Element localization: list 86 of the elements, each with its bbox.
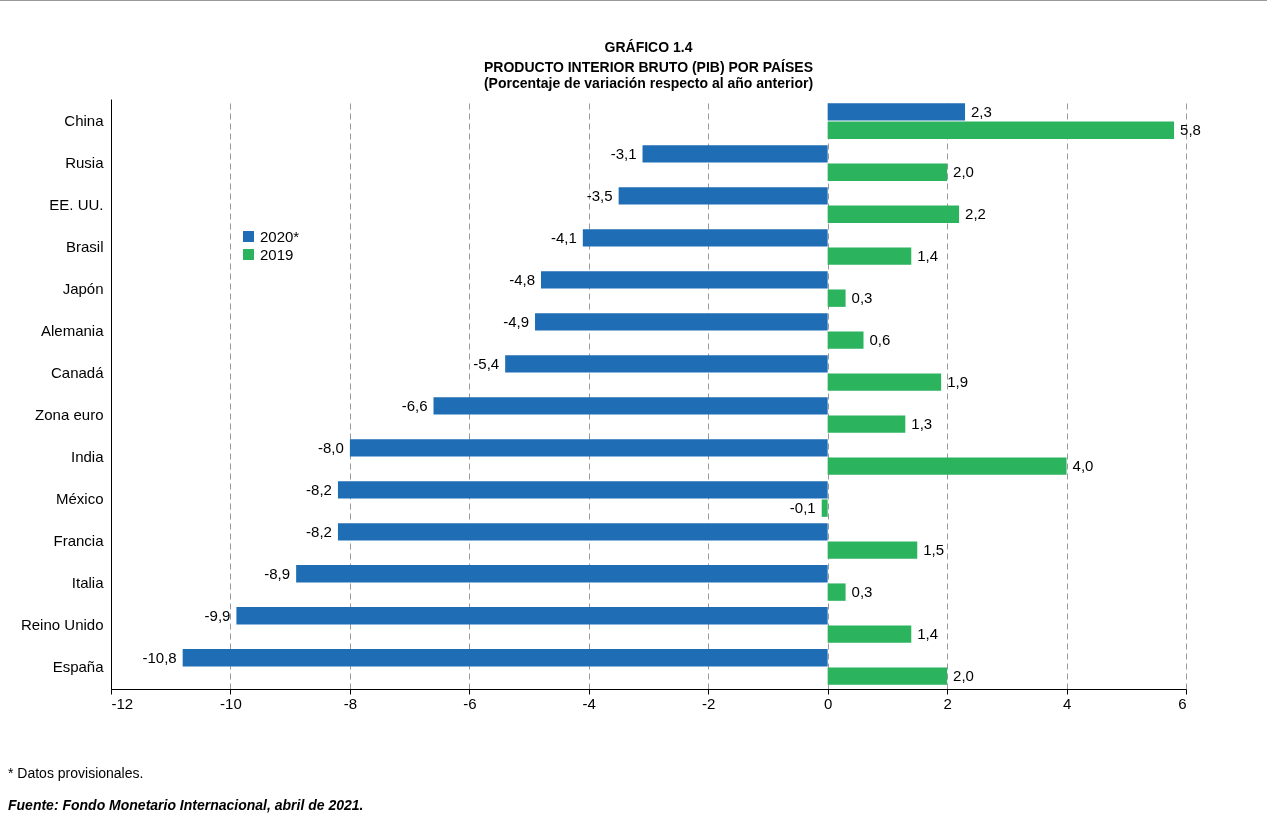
data-label: 4,0 bbox=[1072, 457, 1094, 475]
bar bbox=[582, 229, 828, 247]
data-label: -5,4 bbox=[473, 354, 500, 372]
data-label: -6,6 bbox=[401, 396, 428, 414]
data-label: 5,8 bbox=[1180, 121, 1201, 139]
data-label: -3,1 bbox=[610, 144, 637, 162]
bar bbox=[827, 583, 846, 601]
data-label: -8,2 bbox=[306, 522, 332, 540]
bar bbox=[349, 439, 828, 457]
data-label: -4,9 bbox=[503, 312, 530, 330]
y-tick-label: Reino Unido bbox=[20, 615, 104, 633]
data-label: 1,3 bbox=[911, 415, 933, 433]
data-label: 2,0 bbox=[953, 163, 974, 181]
legend-label: 2019 bbox=[260, 245, 294, 263]
data-label: -4,8 bbox=[509, 270, 535, 288]
data-label: -3,5 bbox=[586, 186, 613, 204]
data-label: 1,4 bbox=[917, 247, 939, 265]
data-label: 0,3 bbox=[851, 289, 873, 307]
bar bbox=[535, 313, 828, 331]
bar bbox=[827, 289, 846, 307]
bar bbox=[827, 121, 1175, 139]
bar bbox=[236, 607, 828, 625]
bar bbox=[433, 397, 828, 415]
y-tick-label: Canadá bbox=[50, 364, 105, 381]
data-label: 2,2 bbox=[965, 205, 986, 223]
chart-subtitle: PRODUCTO INTERIOR BRUTO (PIB) POR PAÍSES (Porcentaje de variación respecto al año anterior) bbox=[483, 59, 814, 91]
data-label: -0,1 bbox=[789, 499, 816, 517]
bar bbox=[337, 523, 828, 541]
chart-title: GRÁFICO 1.4 bbox=[604, 39, 693, 55]
x-tick-label: 6 bbox=[1178, 694, 1187, 712]
data-label: 1,5 bbox=[923, 541, 945, 559]
bar bbox=[827, 541, 918, 559]
text: * Datos provisionales. bbox=[8, 765, 145, 781]
bar bbox=[821, 499, 828, 517]
bar bbox=[827, 415, 906, 433]
y-tick-label: Francia bbox=[53, 531, 105, 549]
source-note: Fuente: Fondo Monetario Internacional, abril de 2021. bbox=[8, 797, 364, 813]
x-tick-label: -2 bbox=[702, 694, 716, 712]
y-tick-label: Italia bbox=[71, 573, 105, 591]
data-label: -10,8 bbox=[142, 648, 177, 666]
data-label: 2,0 bbox=[953, 667, 974, 685]
bar bbox=[182, 649, 828, 667]
bar bbox=[827, 457, 1067, 475]
y-tick-label: España bbox=[52, 657, 105, 675]
bar bbox=[827, 625, 912, 643]
y-tick-label: China bbox=[64, 112, 105, 130]
x-tick-label: 4 bbox=[1062, 694, 1072, 712]
bar bbox=[618, 187, 828, 205]
bar bbox=[505, 355, 828, 373]
data-label: 0,6 bbox=[869, 331, 891, 349]
legend-label: 2020* bbox=[260, 227, 300, 245]
bar bbox=[827, 103, 966, 121]
x-tick-label: 2 bbox=[943, 694, 952, 712]
data-label: -4,1 bbox=[550, 228, 577, 246]
y-tick-label: Zona euro bbox=[35, 406, 104, 423]
data-label: -8,0 bbox=[318, 438, 344, 456]
bar bbox=[827, 373, 942, 391]
bar bbox=[827, 247, 912, 265]
bar bbox=[827, 331, 864, 349]
data-label: 2,3 bbox=[971, 102, 992, 120]
bar bbox=[337, 481, 828, 499]
data-label: 0,3 bbox=[851, 583, 873, 601]
y-tick-label: Alemania bbox=[40, 322, 105, 340]
y-tick-label: India bbox=[70, 447, 105, 465]
x-tick-label: -12 bbox=[111, 694, 134, 712]
y-tick-label: México bbox=[55, 489, 104, 507]
x-tick-label: -4 bbox=[582, 694, 596, 712]
y-tick-label: Rusia bbox=[65, 154, 105, 172]
bar bbox=[296, 565, 828, 583]
x-tick-label: -6 bbox=[463, 694, 477, 712]
bar bbox=[827, 205, 960, 223]
x-tick-label: -10 bbox=[220, 694, 242, 712]
data-label: 1,9 bbox=[947, 373, 968, 391]
data-label: -8,2 bbox=[306, 480, 332, 498]
data-label: 1,4 bbox=[917, 625, 939, 643]
y-tick-label: EE. UU. bbox=[49, 196, 104, 214]
bar bbox=[642, 145, 828, 163]
y-tick-label: Japón bbox=[62, 280, 104, 298]
x-tick-label: 0 bbox=[823, 694, 833, 712]
bar bbox=[827, 667, 948, 685]
data-label: -8,9 bbox=[264, 564, 291, 582]
bar bbox=[827, 163, 948, 181]
y-tick-label: Brasil bbox=[65, 238, 104, 256]
x-tick-label: -8 bbox=[343, 694, 358, 712]
bar bbox=[541, 271, 828, 289]
data-label: -9,9 bbox=[204, 606, 231, 624]
